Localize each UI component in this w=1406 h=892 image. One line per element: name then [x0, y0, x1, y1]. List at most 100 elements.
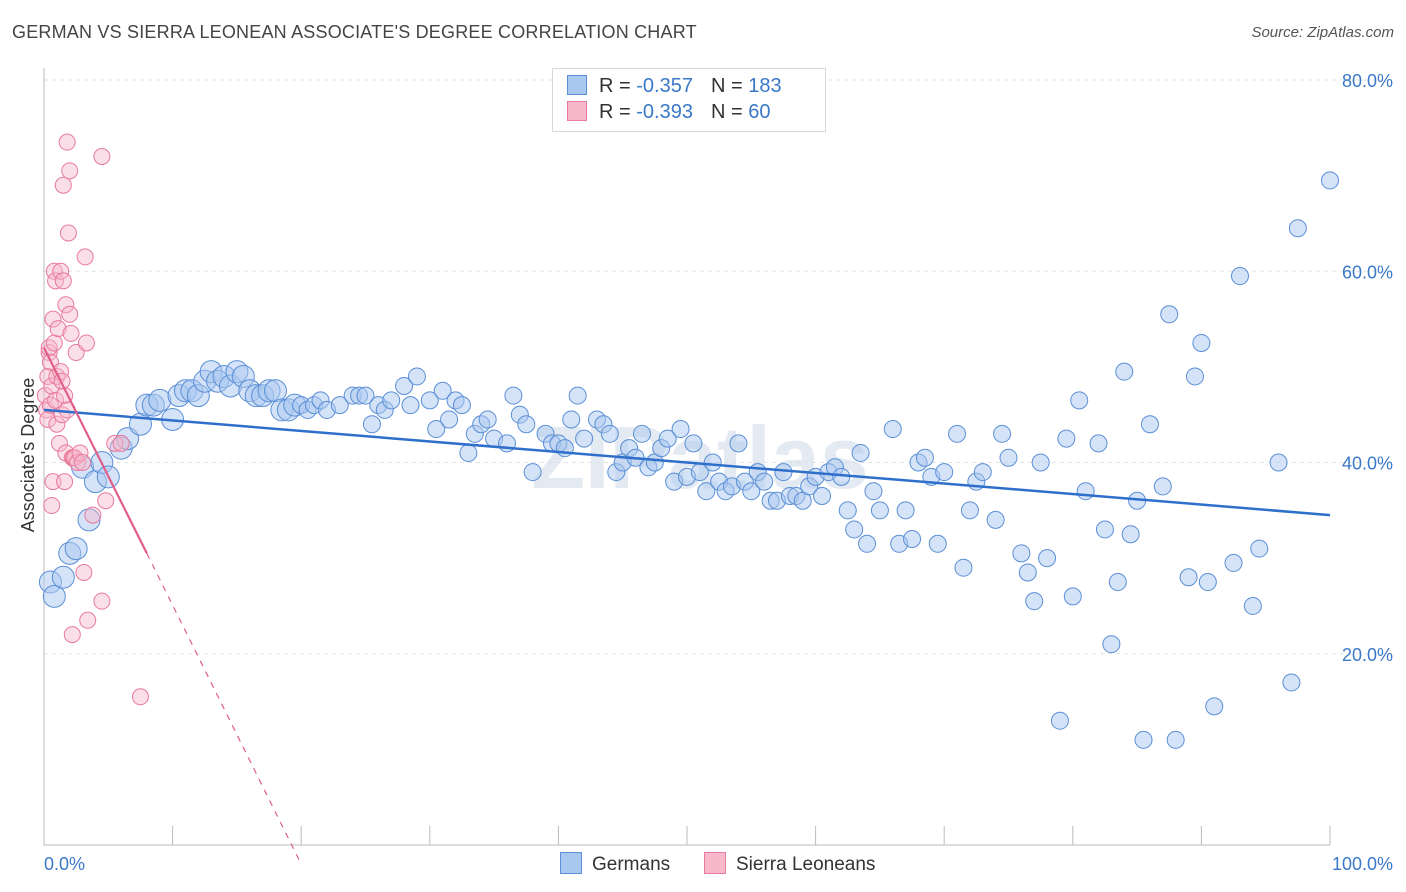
sierra-leonean-point [47, 391, 65, 409]
sierra-leonean-point [77, 334, 95, 352]
german-point [517, 415, 536, 434]
german-point [1025, 592, 1044, 611]
german-point [948, 424, 967, 443]
german-point [813, 486, 832, 505]
german-point [600, 424, 619, 443]
german-point [896, 501, 915, 520]
german-point [755, 472, 774, 491]
grid-lines [44, 79, 1392, 655]
german-point [64, 537, 88, 561]
n-value-sierra-leoneans: 60 [748, 101, 771, 123]
sierra-leonean-point [48, 415, 66, 433]
german-point [433, 381, 452, 400]
german-point [1230, 267, 1249, 286]
german-point [401, 396, 420, 415]
german-trend-line [43, 408, 1331, 517]
sierra-leonean-trend-line [43, 347, 148, 554]
sierra-leonean-point [58, 133, 76, 151]
sierra-leonean-point [56, 473, 74, 491]
y-tick-label: 40.0% [1342, 454, 1393, 474]
german-point [523, 463, 542, 482]
sierra-leonean-point [74, 454, 92, 471]
german-point [1070, 391, 1089, 410]
series-legend: Germans Sierra Leoneans [0, 852, 1406, 880]
german-point [1224, 553, 1243, 572]
sierra-leonean-point [97, 492, 115, 510]
sierra-leonean-point [93, 592, 111, 610]
chart-title: GERMAN VS SIERRA LEONEAN ASSOCIATE'S DEG… [12, 22, 697, 42]
german-point [658, 429, 677, 448]
y-tick-label: 20.0% [1342, 645, 1393, 665]
axes [43, 68, 1331, 846]
sierra-leonean-point [76, 248, 94, 266]
german-point [1057, 429, 1076, 448]
german-point [1243, 596, 1262, 615]
german-point [838, 501, 857, 520]
stats-row-germans: R = -0.357 N = 183 [567, 75, 782, 101]
sierra-leonean-point [49, 320, 67, 338]
n-label: N = [710, 75, 743, 97]
german-point [729, 434, 748, 453]
german-legend-swatch [560, 852, 582, 874]
sierra-leonean-trend-extension [146, 553, 302, 865]
german-point [915, 448, 934, 467]
sierra-leonean-point [131, 688, 149, 706]
sierra-leonean-point [61, 305, 79, 323]
sierra-leonean-point [50, 434, 68, 452]
german-point [986, 510, 1005, 529]
german-point [395, 377, 414, 395]
sierra-leonean-point [53, 372, 71, 390]
german-point [1185, 367, 1204, 386]
stats-row-sierra-leoneans: R = -0.393 N = 60 [567, 101, 770, 127]
german-point [562, 410, 581, 429]
n-label: N = [710, 101, 743, 123]
german-point [742, 482, 761, 501]
sierra-leonean-point [43, 497, 61, 515]
german-point [903, 530, 922, 548]
german-point [1288, 219, 1307, 238]
german-point [1282, 673, 1301, 692]
german-point [1269, 453, 1288, 472]
german-point [77, 508, 101, 532]
german-point [1121, 525, 1140, 544]
german-point [1140, 415, 1159, 434]
german-point [883, 420, 902, 439]
german-point [1089, 434, 1108, 453]
y-tick-label: 60.0% [1342, 262, 1393, 282]
sierra-leonean-point [54, 272, 72, 290]
legend-label-sierra-leoneans: Sierra Leoneans [736, 854, 876, 875]
x-tick-label: 100.0% [1332, 854, 1393, 874]
german-point [1198, 573, 1217, 592]
german-point [1250, 539, 1269, 558]
german-point [851, 443, 870, 462]
german-point [703, 453, 722, 472]
german-point [575, 429, 594, 448]
german-point [1018, 563, 1037, 582]
german-point [960, 501, 979, 520]
german-point [993, 424, 1012, 443]
german-point [504, 386, 523, 405]
sierra-leonean-point [45, 334, 63, 352]
german-point [1179, 568, 1198, 587]
german-point [330, 396, 349, 415]
legend-item-germans[interactable]: Germans [560, 852, 670, 876]
sierra-legend-swatch [704, 852, 726, 874]
sierra-leonean-point [61, 162, 79, 180]
sierra-leonean-point [84, 506, 102, 524]
sierra-leonean-point [71, 444, 89, 462]
german-point [1115, 362, 1134, 381]
german-point [407, 367, 426, 386]
sierra-leonean-point [75, 563, 93, 581]
legend-item-sierra-leoneans[interactable]: Sierra Leoneans [704, 852, 875, 876]
sierra-leonean-point [52, 262, 70, 280]
german-point [568, 386, 587, 405]
german-point [1038, 549, 1057, 568]
x-tick-label: 0.0% [44, 854, 85, 874]
german-point [51, 565, 75, 589]
german-point [1321, 171, 1339, 190]
r-label: R = [599, 101, 631, 123]
german-point [1095, 520, 1114, 539]
r-label: R = [599, 75, 631, 97]
german-point [1063, 587, 1082, 606]
tick-labels: 20.0% 40.0% 60.0% 80.0% 0.0% 100.0% [44, 71, 1393, 874]
